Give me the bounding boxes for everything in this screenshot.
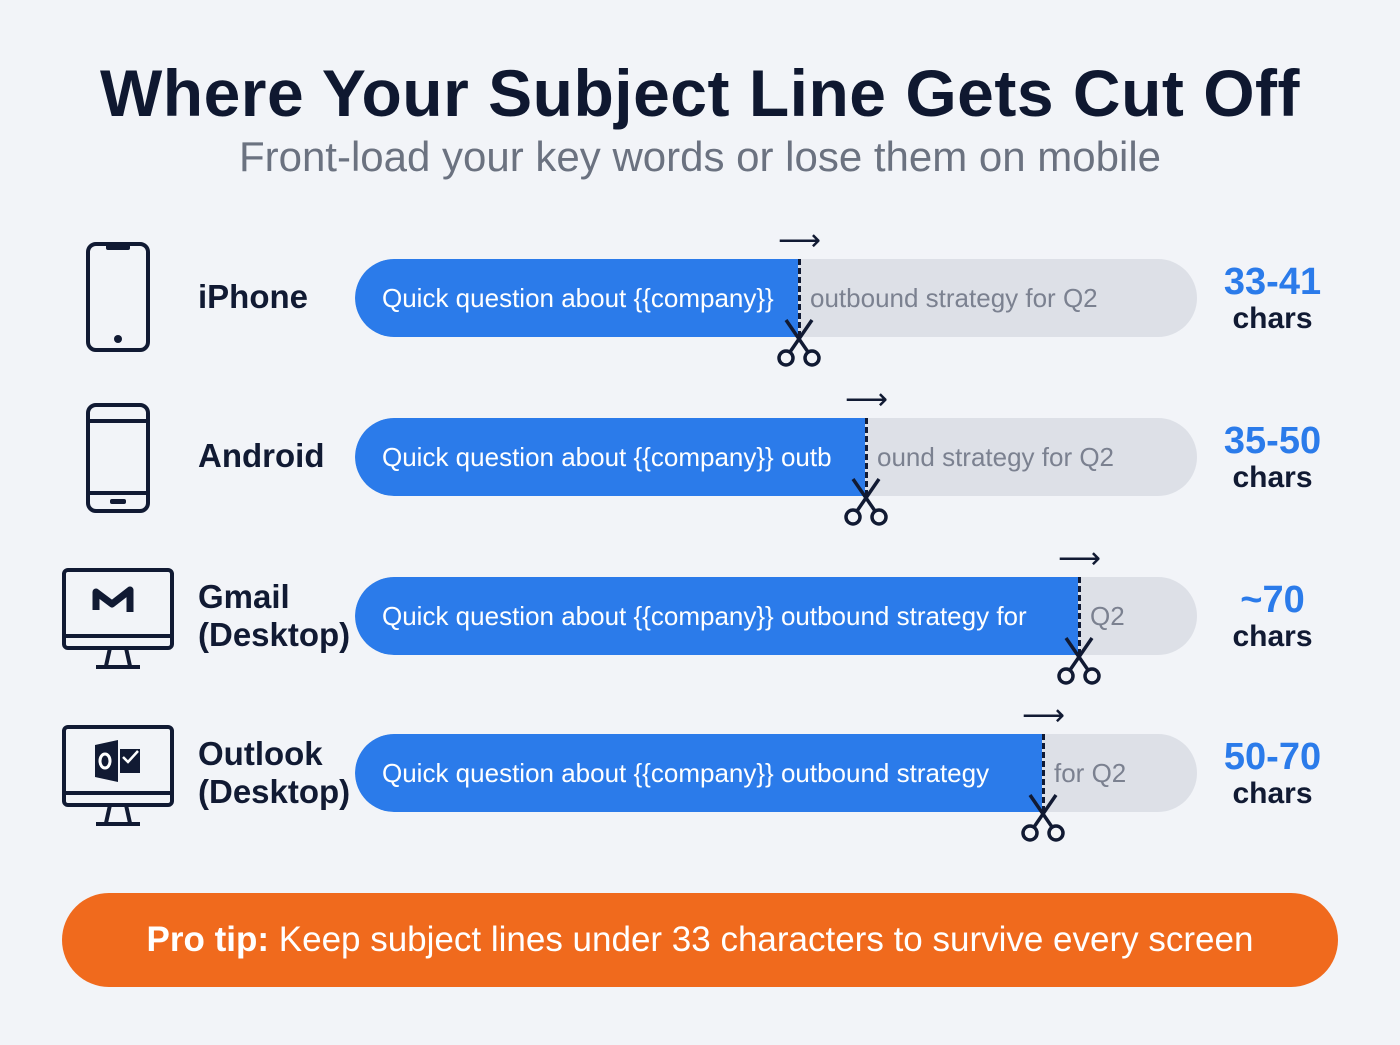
- visible-portion: Quick question about {{company}}: [355, 259, 798, 337]
- device-row: Outlook (Desktop) Quick question about {{…: [0, 701, 1400, 842]
- visible-portion: Quick question about {{company}} outboun…: [355, 734, 1042, 812]
- truncated-text: outbound strategy for Q2: [810, 283, 1098, 313]
- arrow-right-icon: ⟶: [1058, 542, 1102, 575]
- pro-tip-label: Pro tip:: [146, 920, 270, 959]
- char-limit: 50-70 chars: [1223, 736, 1322, 810]
- subject-line-bar: Quick question about {{company}} outboun…: [355, 577, 1197, 655]
- scissors-icon: [841, 477, 891, 527]
- scissors-icon: [1054, 636, 1104, 686]
- pro-tip-text: Keep subject lines under 33 characters t…: [269, 920, 1254, 959]
- device-name: Outlook (Desktop): [198, 735, 351, 810]
- arrow-right-icon: ⟶: [1022, 699, 1066, 732]
- device-name: iPhone: [198, 278, 309, 315]
- device-row: iPhone Quick question about {{company}} …: [0, 226, 1400, 367]
- visible-text: Quick question about {{company}}: [382, 283, 774, 313]
- subject-line-bar: Quick question about {{company}} outb ou…: [355, 418, 1197, 496]
- subject-line-bar: Quick question about {{company}} outboun…: [355, 734, 1197, 812]
- cutoff-line: [1042, 734, 1045, 812]
- char-limit: 33-41 chars: [1223, 261, 1322, 335]
- truncated-text: for Q2: [1054, 758, 1127, 788]
- visible-text: Quick question about {{company}} outboun…: [382, 758, 990, 788]
- android-phone-icon: [60, 397, 180, 517]
- char-limit: ~70 chars: [1232, 579, 1313, 653]
- arrow-right-icon: ⟶: [845, 383, 889, 416]
- truncated-text: Q2: [1090, 601, 1125, 631]
- cutoff-line: [1078, 577, 1081, 655]
- page-title: Where Your Subject Line Gets Cut Off: [99, 56, 1300, 130]
- device-name: Gmail (Desktop): [198, 578, 351, 653]
- device-subtitle: (Desktop): [198, 616, 351, 653]
- subject-line-bar: Quick question about {{company}} outboun…: [355, 259, 1197, 337]
- visible-portion: Quick question about {{company}} outboun…: [355, 577, 1078, 655]
- arrow-right-icon: ⟶: [778, 224, 822, 257]
- char-limit: 35-50 chars: [1223, 420, 1322, 494]
- visible-text: Quick question about {{company}} outboun…: [382, 601, 1027, 631]
- device-row: Gmail (Desktop) Quick question about {{co…: [0, 544, 1400, 685]
- visible-portion: Quick question about {{company}} outb: [355, 418, 865, 496]
- cutoff-line: [865, 418, 868, 496]
- cutoff-line: [798, 259, 801, 337]
- truncated-text: ound strategy for Q2: [877, 442, 1115, 472]
- gmail-desktop-icon: [60, 556, 180, 676]
- scissors-icon: [1018, 793, 1068, 843]
- device-name: Android: [198, 437, 325, 474]
- device-row: Android Quick question about {{company}}…: [0, 385, 1400, 526]
- page-subtitle: Front-load your key words or lose them o…: [238, 133, 1162, 180]
- pro-tip-banner: Pro tip: Keep subject lines under 33 cha…: [62, 893, 1338, 987]
- outlook-desktop-icon: [60, 713, 180, 833]
- device-subtitle: (Desktop): [198, 773, 351, 810]
- scissors-icon: [774, 318, 824, 368]
- iphone-icon: [60, 238, 180, 358]
- visible-text: Quick question about {{company}} outb: [382, 442, 832, 472]
